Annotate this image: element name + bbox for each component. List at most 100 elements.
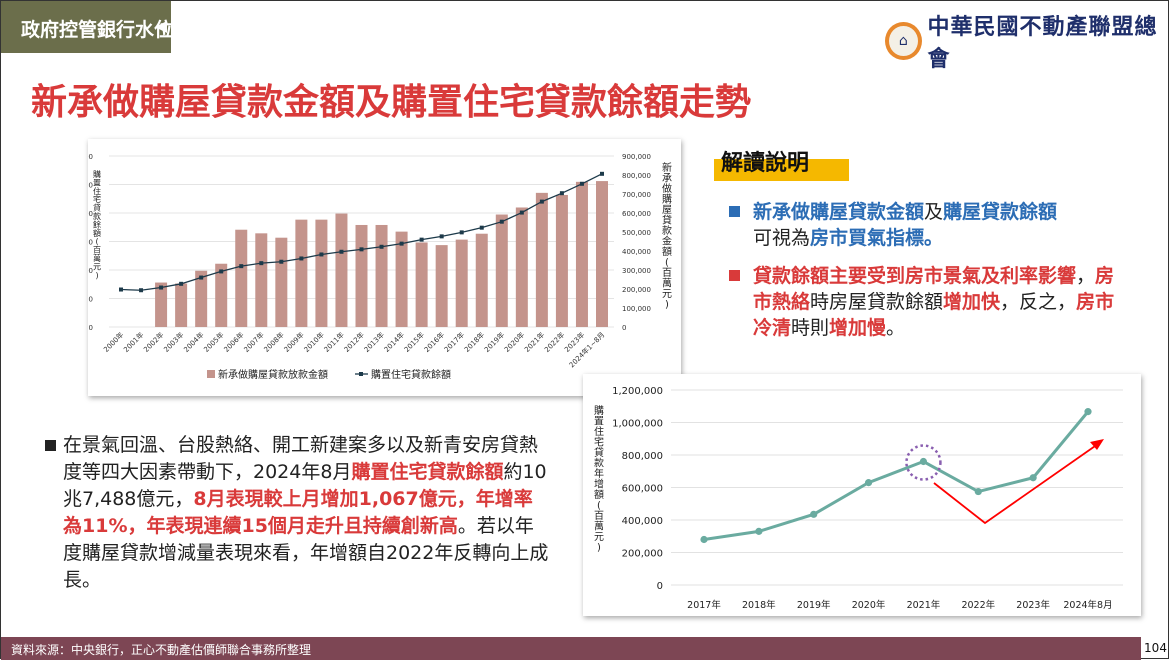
bar-line-chart: 02,000,0004,000,0006,000,0008,000,00010,… <box>53 153 672 381</box>
svg-text:宅: 宅 <box>594 436 604 449</box>
svg-text:額: 額 <box>93 228 101 238</box>
page-title: 新承做購屋貸款金額及購置住宅貸款餘額走勢 <box>31 82 752 123</box>
y-right-axis-title: 新承做購屋貸款金額(百萬元) <box>662 161 672 311</box>
bar <box>455 239 468 327</box>
line-marker <box>159 285 164 290</box>
svg-text:購: 購 <box>594 404 604 417</box>
x-tick-label: 2019年 <box>797 599 831 611</box>
svg-text:增: 增 <box>594 478 604 491</box>
x-tick-label: 2001年 <box>122 330 146 354</box>
svg-text:屋: 屋 <box>662 204 672 216</box>
svg-text:款: 款 <box>93 211 101 221</box>
x-tick-label: 2022年 <box>542 330 566 354</box>
line-marker <box>579 181 584 186</box>
y-right-tick-label: 200,000 <box>622 286 651 294</box>
svg-text:宅: 宅 <box>93 194 101 204</box>
line-marker <box>119 287 123 292</box>
y-right-tick-label: 800,000 <box>622 172 651 180</box>
line-marker <box>359 247 364 252</box>
line-marker <box>519 210 524 215</box>
line-marker <box>239 264 244 269</box>
y-left-tick-label: 0 <box>89 324 93 332</box>
svg-text:住: 住 <box>93 186 101 196</box>
org-logo: ⌂ 中華民國不動產聯盟總會 <box>885 9 1168 73</box>
x-tick-label: 2012年 <box>342 330 366 354</box>
chart-1-card: 02,000,0004,000,0006,000,0008,000,00010,… <box>53 139 681 396</box>
line-chart: 0 200,000 400,000 600,000 800,000 1,000,000 1,… <box>594 386 1123 611</box>
svg-text:貸: 貸 <box>93 203 101 213</box>
line-marker <box>439 234 444 239</box>
y-right-tick-label: 500,000 <box>622 229 651 237</box>
legend-line-label: 購置住宅貸款餘額 <box>371 368 451 381</box>
svg-text:(: ( <box>597 501 601 512</box>
x-tick-label: 2002年 <box>142 330 166 354</box>
bar <box>255 233 268 327</box>
x-tick-label: 2022年 <box>961 599 995 611</box>
org-name: 中華民國不動產聯盟總會 <box>927 14 1158 72</box>
line-marker <box>299 256 304 261</box>
line-marker <box>1029 474 1037 482</box>
y-tick-label: 400,000 <box>622 516 663 527</box>
y-tick-label: 800,000 <box>622 451 663 462</box>
line-marker <box>199 275 204 280</box>
x-tick-label: 2008年 <box>262 330 286 354</box>
svg-text:住: 住 <box>594 425 604 438</box>
svg-text:金: 金 <box>662 235 672 248</box>
legend-line-marker <box>359 372 363 376</box>
line-marker <box>919 457 928 466</box>
bar <box>175 283 188 327</box>
x-tick-label: 2017年 <box>687 599 721 611</box>
bar <box>335 213 348 327</box>
y-right-tick-label: 900,000 <box>622 153 651 161</box>
x-tick-label: 2020年 <box>852 599 886 611</box>
triangle-icon <box>155 21 167 33</box>
y-left-tick-label: 2,000,000 <box>88 296 93 304</box>
summary-text: 在景氣回溫、台股熱絡、開工新建案多以及新青安房貸熱度等四大因素帶動下，2024年… <box>45 432 550 594</box>
bar <box>155 282 168 327</box>
line-marker <box>399 241 404 246</box>
legend-bar-swatch <box>207 370 215 378</box>
svg-text:額: 額 <box>594 488 604 501</box>
x-tick-label: 2016年 <box>422 330 446 354</box>
svg-text:購: 購 <box>662 193 672 206</box>
svg-text:百: 百 <box>594 510 604 522</box>
x-tick-label: 2014年 <box>382 330 406 354</box>
y-tick-label: 1,000,000 <box>612 419 663 430</box>
line-marker <box>1084 408 1092 416</box>
arrow-head-icon <box>1090 439 1104 450</box>
x-tick-label: 2005年 <box>202 330 226 354</box>
line-marker <box>974 487 982 496</box>
explain-heading: 解讀說明 <box>721 151 810 176</box>
x-tick-label: 2020年 <box>502 330 526 354</box>
svg-text:款: 款 <box>662 224 672 237</box>
x-tick-label: 2021年 <box>907 599 941 611</box>
line-marker <box>600 171 604 176</box>
legend-bar-label: 新承做購屋貸款放款金額 <box>218 368 328 381</box>
bullet-icon <box>729 206 740 217</box>
bar <box>235 229 248 327</box>
bar <box>275 237 288 327</box>
bar <box>475 233 488 327</box>
svg-text:萬: 萬 <box>662 277 672 290</box>
svg-text:做: 做 <box>662 182 672 195</box>
bar <box>195 270 208 327</box>
x-tick-label: 2004年 <box>182 330 206 354</box>
bar <box>555 194 568 327</box>
svg-text:貸: 貸 <box>594 446 604 459</box>
series-line <box>703 410 1090 541</box>
bar <box>535 192 548 327</box>
page-number: 104 <box>1144 641 1167 655</box>
svg-text:元: 元 <box>594 532 604 543</box>
bar <box>415 242 428 327</box>
explain-bullet-1: 新承做購屋貸款金額及購屋貸款餘額 可視為房市買氣指標。 <box>729 199 1129 251</box>
bar <box>375 224 388 327</box>
line-marker <box>810 510 818 518</box>
x-tick-label: 2017年 <box>442 330 466 354</box>
x-tick-label: 2010年 <box>302 330 326 354</box>
svg-text:款: 款 <box>594 457 604 470</box>
bar <box>495 214 508 327</box>
line-marker <box>700 535 708 544</box>
line-marker <box>139 288 144 293</box>
line-marker <box>179 281 184 286</box>
svg-text:元: 元 <box>93 262 101 271</box>
